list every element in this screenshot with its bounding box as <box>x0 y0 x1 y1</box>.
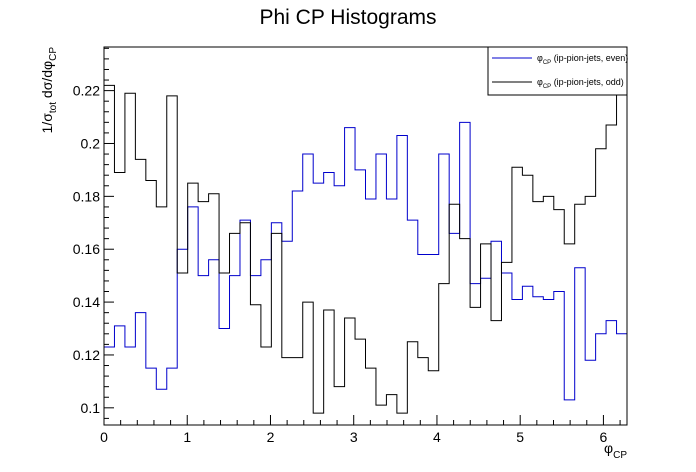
x-tick-label: 1 <box>183 429 191 445</box>
y-tick-label: 0.16 <box>73 241 100 257</box>
y-axis-label-sub: tot <box>48 102 59 113</box>
series-line-0 <box>104 121 627 401</box>
x-axis-label-main: φ <box>604 440 613 456</box>
y-tick-label: 0.1 <box>81 400 101 416</box>
x-axis-label-sub: CP <box>613 450 627 461</box>
legend-entry-even-main: φ <box>537 53 543 63</box>
legend-entry-even-sub: CP <box>543 60 551 66</box>
series-layer <box>104 74 627 414</box>
x-axis: 0 1 2 3 4 5 6 <box>100 415 621 445</box>
x-tick-label: 3 <box>350 429 358 445</box>
y-axis: 0.1 0.12 0.14 0.16 0.18 0.2 0.22 <box>73 47 114 419</box>
y-axis-label-sub2: CP <box>48 47 59 61</box>
x-tick-label: 2 <box>267 429 275 445</box>
x-tick-label: 6 <box>600 429 608 445</box>
legend-entry-even: φCP (ip-pion-jets, even) <box>537 53 628 66</box>
x-axis-label: φCP <box>604 440 627 461</box>
y-tick-label: 0.2 <box>81 135 101 151</box>
x-tick-label: 4 <box>433 429 441 445</box>
y-axis-label-prefix: 1/σ <box>39 113 55 134</box>
legend-entry-even-rest: (ip-pion-jets, even) <box>551 53 628 63</box>
y-tick-label: 0.12 <box>73 347 100 363</box>
x-tick-label: 0 <box>100 429 108 445</box>
legend-entry-odd-rest: (ip-pion-jets, odd) <box>551 77 624 87</box>
plot-frame <box>103 46 628 426</box>
legend-box <box>487 46 628 96</box>
y-axis-label: 1/σtot dσ/dφCP <box>39 47 59 134</box>
x-tick-label: 5 <box>516 429 524 445</box>
legend-entry-odd: φCP (ip-pion-jets, odd) <box>537 77 624 90</box>
series-line-1 <box>104 74 627 414</box>
y-axis-label-mid: dσ/dφ <box>39 61 55 102</box>
legend-entry-odd-main: φ <box>537 77 543 87</box>
legend-entry-odd-sub: CP <box>543 84 551 90</box>
chart-title: Phi CP Histograms <box>259 6 436 29</box>
y-tick-label: 0.18 <box>73 188 100 204</box>
legend: φCP (ip-pion-jets, even) φCP (ip-pion-je… <box>487 46 628 96</box>
y-tick-label: 0.22 <box>73 83 100 99</box>
y-tick-label: 0.14 <box>73 294 100 310</box>
